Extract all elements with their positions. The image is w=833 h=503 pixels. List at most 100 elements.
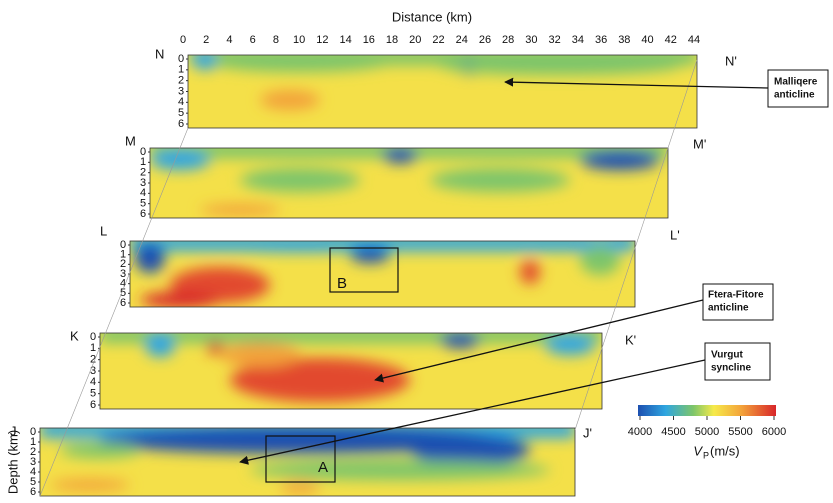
depth-tick-label: 3 [90,365,96,377]
annotation: Malliqere [774,77,818,88]
velocity-anomaly [220,343,300,367]
section-texture [40,428,575,494]
velocity-anomaly [580,150,660,170]
velocity-anomaly [210,241,390,252]
depth-tick-label: 2 [30,446,36,458]
x-tick-label: 32 [549,34,561,46]
section-texture [130,241,635,307]
section-texture [188,55,697,110]
x-tick-label: 18 [386,34,398,46]
velocity-anomaly [193,55,217,70]
depth-tick-label: 5 [120,287,126,299]
velocity-anomaly [440,57,680,75]
colorbar-tick-label: 4000 [628,426,652,438]
x-tick-label: 30 [525,34,537,46]
depth-tick-label: 5 [90,388,96,400]
depth-tick-label: 2 [120,258,126,270]
velocity-anomaly [60,442,140,458]
depth-tick-label: 1 [120,249,126,261]
section-label: M' [693,136,706,151]
depth-tick-label: 6 [178,118,184,130]
section-texture [100,333,602,402]
velocity-anomaly [240,168,360,192]
depth-tick-label: 4 [178,96,184,108]
section-label: J' [583,425,592,440]
velocity-anomaly [545,335,595,355]
section-top [188,55,697,65]
guide-line [574,59,698,431]
depth-tick-label: 5 [178,107,184,119]
annotation-box [704,342,771,381]
x-tick-label: 14 [339,34,351,46]
velocity-anomaly [410,435,530,465]
x-tick-label: 10 [293,34,305,46]
depth-tick-label: 2 [90,354,96,366]
x-tick-label: 22 [432,34,444,46]
section-label: J [10,423,17,438]
depth-tick-label: 2 [178,75,184,87]
velocity-anomaly [260,90,320,110]
velocity-anomaly [207,342,223,354]
velocity-anomaly [230,358,410,402]
box-b [329,247,399,293]
depth-tick-label: 4 [90,376,96,388]
depth-tick-label: 3 [178,85,184,97]
velocity-anomaly [440,333,480,348]
annotation: anticline [774,90,815,101]
colorbar-tick-label: 5000 [695,426,719,438]
velocity-anomaly [280,482,320,494]
section-label: L [100,223,107,238]
section-top [130,241,635,251]
arrow [504,77,769,89]
velocity-anomaly [430,168,570,192]
x-tick-label: 38 [618,34,630,46]
velocity-anomaly [140,292,220,307]
depth-tick-label: 1 [140,156,146,168]
annotation: Ftera-Fitore [708,290,764,301]
arrow [239,359,706,465]
section [100,333,602,409]
depth-tick-label: 3 [120,268,126,280]
depth-tick-label: 1 [30,436,36,448]
velocity-anomaly [135,243,165,273]
depth-tick-label: 4 [30,466,36,478]
velocity-anomaly [350,247,390,263]
section-texture [150,148,668,216]
depth-tick-label: 6 [140,208,146,220]
depth-tick-label: 0 [90,331,96,343]
x-tick-label: 4 [226,34,232,46]
depth-tick-label: 4 [120,278,126,290]
depth-tick-label: 6 [30,486,36,498]
section [40,428,575,496]
colorbar [638,405,776,416]
colorbar-label: V [693,443,703,458]
section-label: N' [725,53,737,68]
depth-tick-label: 1 [178,64,184,76]
depth-tick-label: 0 [140,146,146,158]
guide-line [39,127,189,497]
y-axis-label: Depth (km) [5,430,20,494]
x-tick-label: 12 [316,34,328,46]
section-label: M [125,133,136,148]
box-label: B [337,275,347,292]
section [130,241,635,307]
depth-tick-label: 6 [120,297,126,309]
colorbar-tick-label: 6000 [762,426,786,438]
x-tick-label: 42 [665,34,677,46]
colorbar-tick-label: 4500 [661,426,685,438]
x-tick-label: 36 [595,34,607,46]
depth-tick-label: 6 [90,399,96,411]
depth-tick-label: 3 [140,177,146,189]
annotation: Vurgut [711,350,744,361]
box-a [265,435,336,483]
depth-tick-label: 0 [120,239,126,251]
section-label: N [155,46,164,61]
depth-tick-label: 5 [30,476,36,488]
annotation-box [767,69,829,108]
velocity-anomaly [150,150,210,170]
section-label: K' [625,332,636,347]
depth-tick-label: 2 [140,167,146,179]
x-tick-label: 26 [479,34,491,46]
